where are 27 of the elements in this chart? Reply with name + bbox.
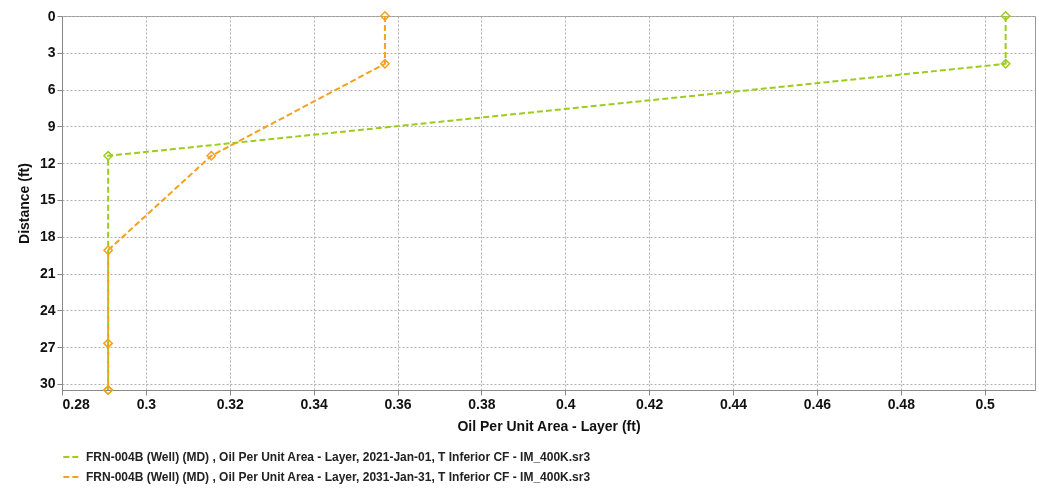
legend-label: FRN-004B (Well) (MD) , Oil Per Unit Area - Layer, 2021-Jan-01, T Inferior CF - IM_400K.sr3 (86, 450, 591, 464)
y-tick-label: 27 (39, 338, 56, 355)
x-tick-label: 0.46 (803, 395, 832, 412)
y-tick-label: 30 (39, 375, 56, 392)
y-tick-label: 15 (39, 191, 56, 208)
y-tick-label: 0 (47, 7, 56, 24)
x-tick-label: 0.28 (62, 395, 90, 412)
y-tick-label: 3 (47, 44, 56, 61)
x-axis-title: Oil Per Unit Area - Layer (ft) (457, 417, 641, 434)
x-tick-label: 0.32 (216, 395, 245, 412)
x-tick-label: 0.4 (556, 395, 576, 412)
y-axis-title: Distance (ft) (15, 163, 32, 244)
y-tick-label: 18 (39, 228, 56, 245)
x-tick-label: 0.38 (468, 395, 496, 412)
y-tick-label: 12 (39, 154, 56, 171)
y-tick-label: 24 (39, 301, 56, 318)
y-tick-label: 9 (47, 117, 56, 134)
x-tick-label: 0.3 (136, 395, 157, 412)
x-tick-label: 0.34 (300, 395, 328, 412)
x-tick-label: 0.5 (975, 395, 996, 412)
x-tick-label: 0.48 (887, 395, 916, 412)
x-tick-label: 0.36 (384, 395, 412, 412)
legend-label: FRN-004B (Well) (MD) , Oil Per Unit Area - Layer, 2031-Jan-31, T Inferior CF - IM_400K.sr3 (86, 470, 591, 484)
y-tick-label: 21 (39, 265, 56, 282)
y-tick-label: 6 (47, 81, 56, 98)
x-tick-label: 0.42 (636, 395, 664, 412)
x-tick-label: 0.44 (719, 395, 748, 412)
